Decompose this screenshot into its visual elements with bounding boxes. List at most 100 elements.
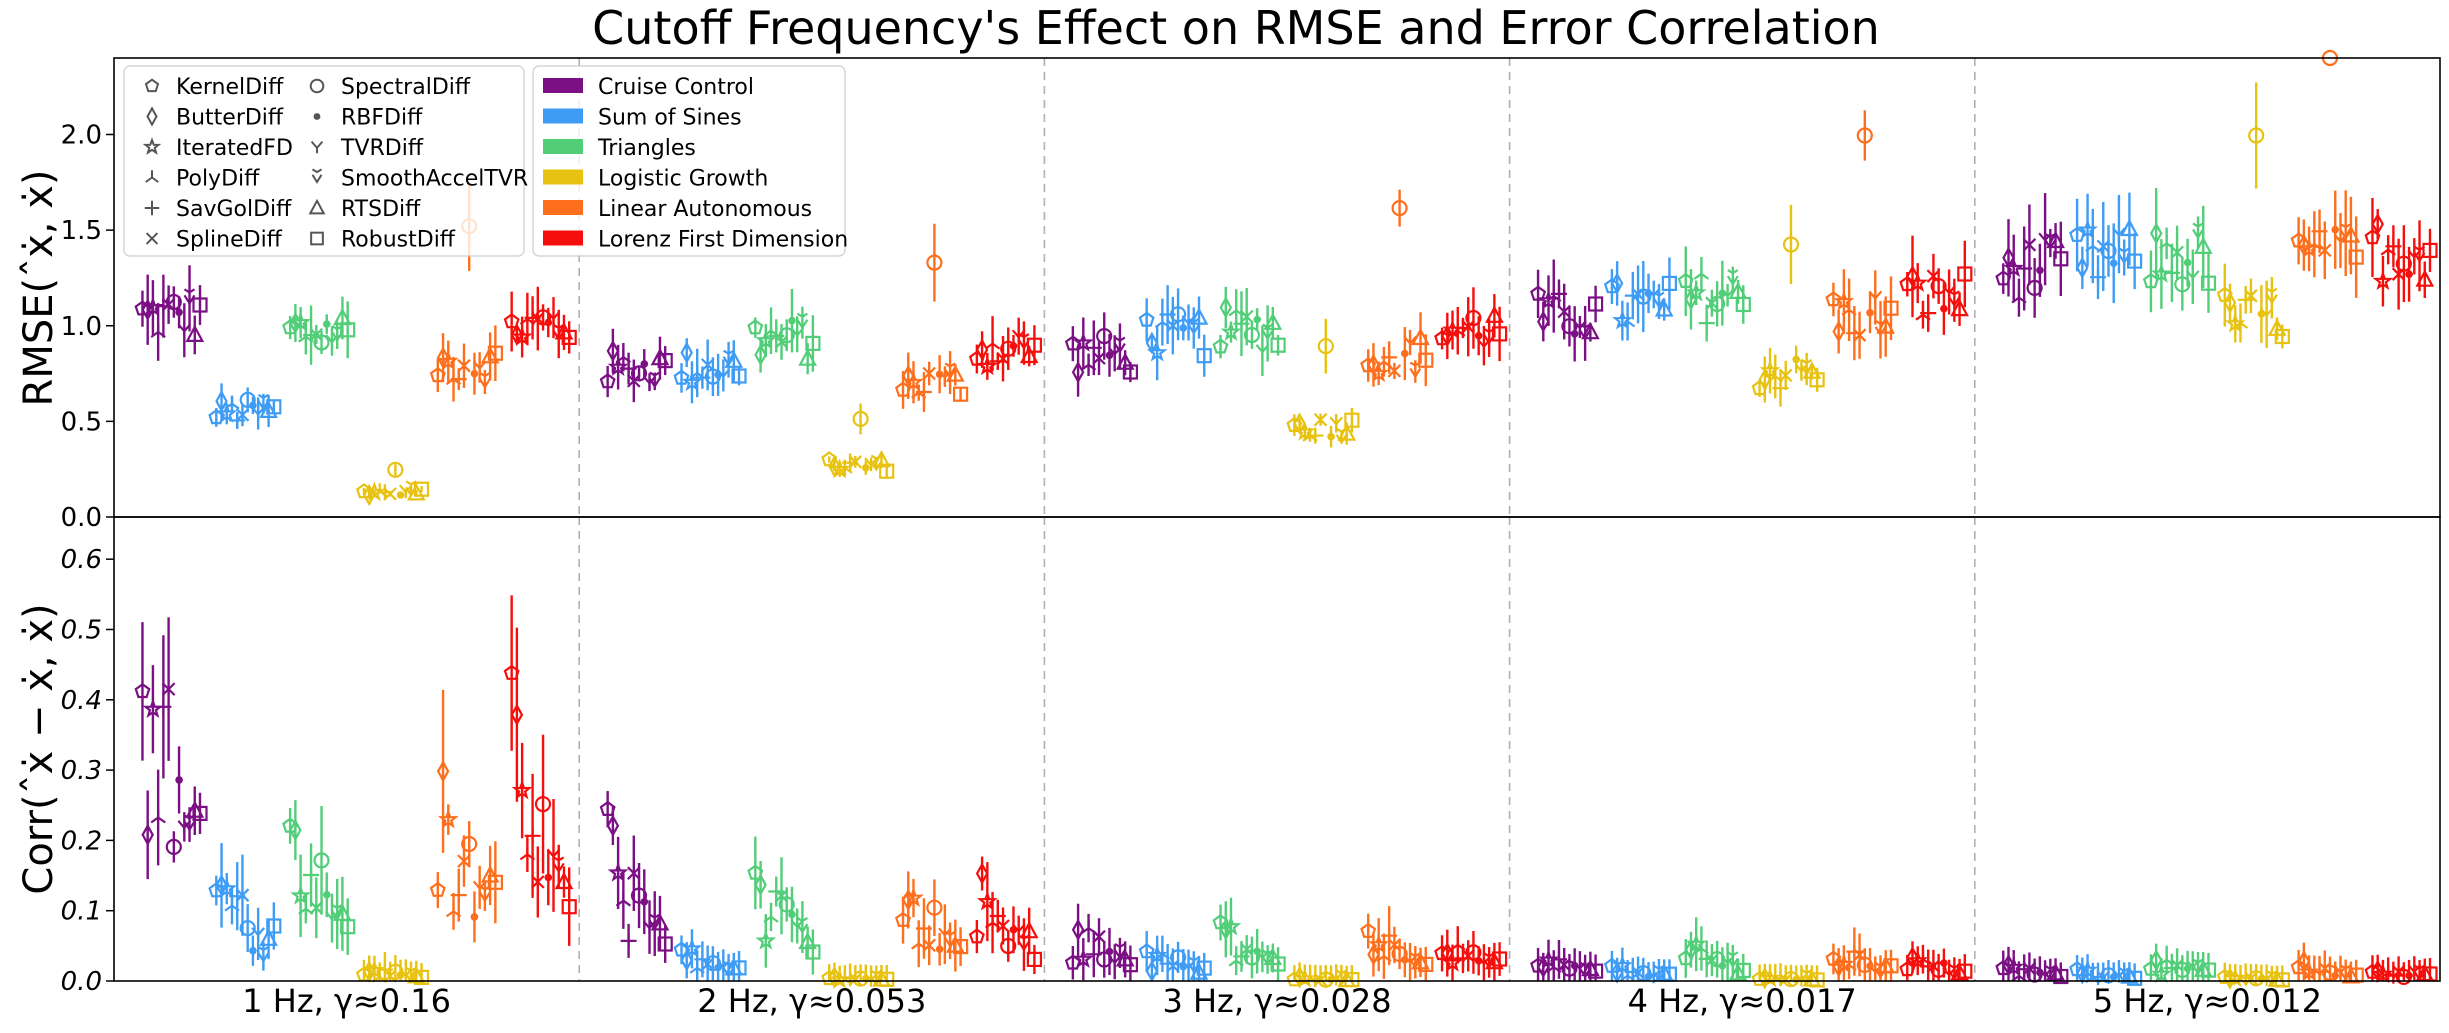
- point-marker: [2120, 218, 2139, 237]
- point-marker: [323, 890, 331, 899]
- legend-method-label: RBFDiff: [341, 106, 423, 131]
- point-marker: [546, 848, 561, 863]
- y-tick-label: 0.2: [61, 826, 102, 856]
- legend-signal-swatch: [543, 169, 583, 185]
- data-point: [1239, 287, 1254, 346]
- data-point: [1726, 944, 1739, 978]
- data-point: [313, 331, 330, 355]
- point-marker: [1344, 412, 1360, 428]
- point-marker: [215, 389, 228, 413]
- point-marker: [2405, 270, 2413, 279]
- data-point: [945, 363, 965, 386]
- data-point: [2151, 239, 2172, 309]
- point-marker: [534, 795, 552, 813]
- point-marker: [251, 406, 265, 421]
- data-point: [747, 317, 764, 338]
- rmse-panel: 0.0 0.5 1.0 1.5 2.0 RMSE(ˆẋ, ẋ): [16, 49, 2441, 533]
- point-marker: [134, 682, 151, 699]
- data-point: [531, 846, 545, 918]
- data-point: [437, 804, 459, 835]
- data-point: [607, 836, 629, 910]
- data-point: [1906, 235, 1919, 318]
- point-marker: [1196, 348, 1212, 364]
- data-point: [1418, 946, 1434, 981]
- point-marker: [413, 481, 430, 497]
- point-marker: [1381, 349, 1398, 366]
- data-point: [1092, 341, 1106, 376]
- legend-method-label: SmoothAccelTVR: [341, 167, 528, 192]
- point-marker: [161, 682, 176, 696]
- point-marker: [630, 887, 648, 904]
- point-marker: [1293, 412, 1306, 435]
- data-point: [788, 886, 796, 943]
- point-marker: [852, 410, 869, 427]
- data-point: [1261, 305, 1274, 362]
- point-marker: [1317, 338, 1334, 355]
- point-marker: [984, 335, 1001, 350]
- point-marker: [1169, 949, 1187, 966]
- data-point: [774, 857, 789, 935]
- point-marker: [303, 867, 320, 883]
- legend-method-label: PolyDiff: [176, 167, 260, 192]
- point-marker: [1189, 962, 1209, 980]
- data-point: [2127, 963, 2143, 986]
- point-marker: [1441, 324, 1454, 348]
- data-point: [450, 868, 467, 922]
- legend-method-label: IteratedFD: [176, 136, 293, 161]
- data-point: [2053, 221, 2069, 297]
- point-marker: [561, 329, 577, 345]
- point-marker: [2232, 315, 2249, 329]
- point-marker: [642, 920, 657, 935]
- data-point: [952, 927, 969, 966]
- point-marker: [1391, 945, 1408, 963]
- data-point: [1698, 304, 1715, 342]
- point-marker: [1113, 942, 1126, 960]
- point-marker: [1653, 291, 1665, 309]
- data-point: [2112, 195, 2126, 274]
- data-point: [309, 324, 324, 345]
- data-point: [922, 925, 936, 966]
- data-point: [2193, 205, 2213, 288]
- point-marker: [1270, 956, 1286, 972]
- data-point: [1255, 325, 1270, 377]
- point-marker: [2244, 971, 2258, 986]
- point-marker: [249, 946, 257, 955]
- legend-method-entry: ButterDiff: [146, 106, 284, 131]
- data-point: [1561, 305, 1578, 347]
- data-point: [1735, 285, 1751, 324]
- point-marker: [470, 369, 479, 378]
- point-marker: [1411, 951, 1430, 970]
- data-point: [2405, 959, 2413, 981]
- point-marker: [1122, 957, 1139, 973]
- point-marker: [192, 805, 208, 822]
- data-point: [1907, 263, 1929, 304]
- legend-method-marker: [145, 170, 159, 183]
- data-point: [1189, 296, 1209, 339]
- point-marker: [778, 327, 795, 344]
- point-marker: [1705, 953, 1719, 967]
- point-marker: [903, 371, 924, 392]
- data-point: [161, 617, 176, 761]
- point-marker: [1950, 963, 1969, 981]
- point-marker: [1868, 290, 1883, 305]
- corr-axis-label: Corr(ˆẋ − ẋ, ẋ): [16, 603, 62, 894]
- point-marker: [2109, 259, 2118, 267]
- data-point: [778, 319, 795, 352]
- point-marker: [1587, 963, 1604, 979]
- data-point: [1866, 948, 1874, 981]
- data-point: [1344, 407, 1360, 433]
- point-marker: [2259, 307, 2274, 322]
- point-marker: [755, 929, 777, 950]
- data-point: [1376, 933, 1392, 979]
- point-marker: [805, 944, 821, 960]
- point-marker: [266, 399, 282, 415]
- point-marker: [754, 343, 767, 367]
- point-marker: [510, 703, 524, 726]
- data-point: [544, 849, 553, 906]
- data-point: [1782, 204, 1800, 285]
- point-marker: [1587, 296, 1604, 312]
- y-tick-label: 0.6: [61, 545, 102, 575]
- point-marker: [185, 800, 205, 818]
- point-marker: [1337, 423, 1357, 441]
- data-point: [1327, 425, 1335, 448]
